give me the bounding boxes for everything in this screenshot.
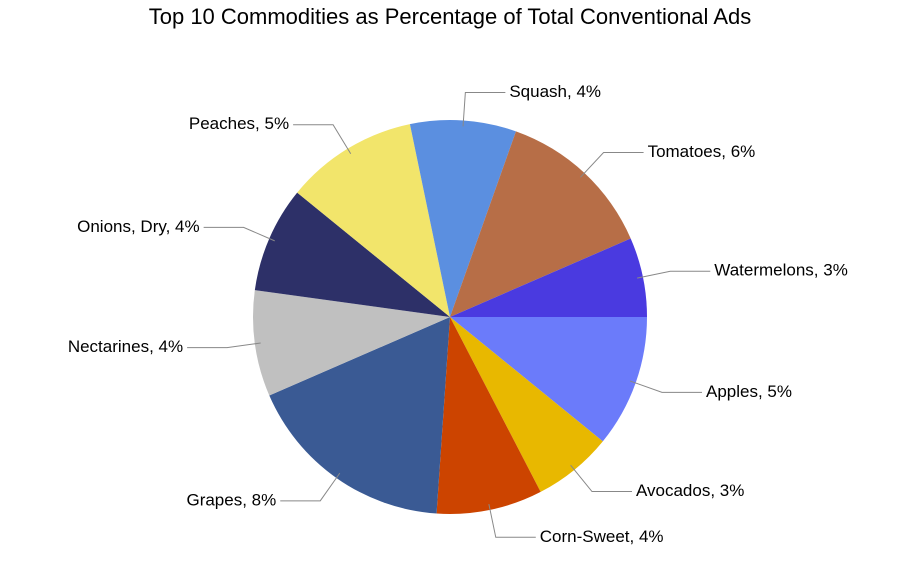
data-label: Apples, 5% [706,382,792,401]
pie-slice [450,238,647,317]
chart-title: Top 10 Commodities as Percentage of Tota… [149,4,752,29]
pie-slice [450,317,603,492]
leader-line [203,226,275,242]
pie-slice [254,192,450,317]
leader-line [280,472,341,502]
data-label: Nectarines, 4% [68,337,183,356]
pie-slice [269,317,450,514]
leader-line [636,270,711,279]
data-label: Tomatoes, 6% [648,142,756,161]
pie-slice [436,317,541,514]
leader-line [488,503,536,538]
pie-slice [409,120,516,318]
pie-slice [252,290,450,396]
pie-slice [297,124,450,317]
pie-slice [450,131,631,317]
data-label: Peaches, 5% [189,114,289,133]
data-label: Watermelons, 3% [714,261,848,280]
leader-line [293,124,352,154]
leader-line [570,464,632,493]
leader-line [462,92,506,127]
data-label: Corn-Sweet, 4% [540,527,664,546]
data-label: Squash, 4% [509,82,601,101]
data-label: Avocados, 3% [636,481,744,500]
leader-line [187,342,261,349]
data-label: Onions, Dry, 4% [77,217,200,236]
leader-line [629,380,703,393]
data-label: Grapes, 8% [186,490,276,509]
pie-slice [450,317,647,442]
leader-line [580,152,644,178]
